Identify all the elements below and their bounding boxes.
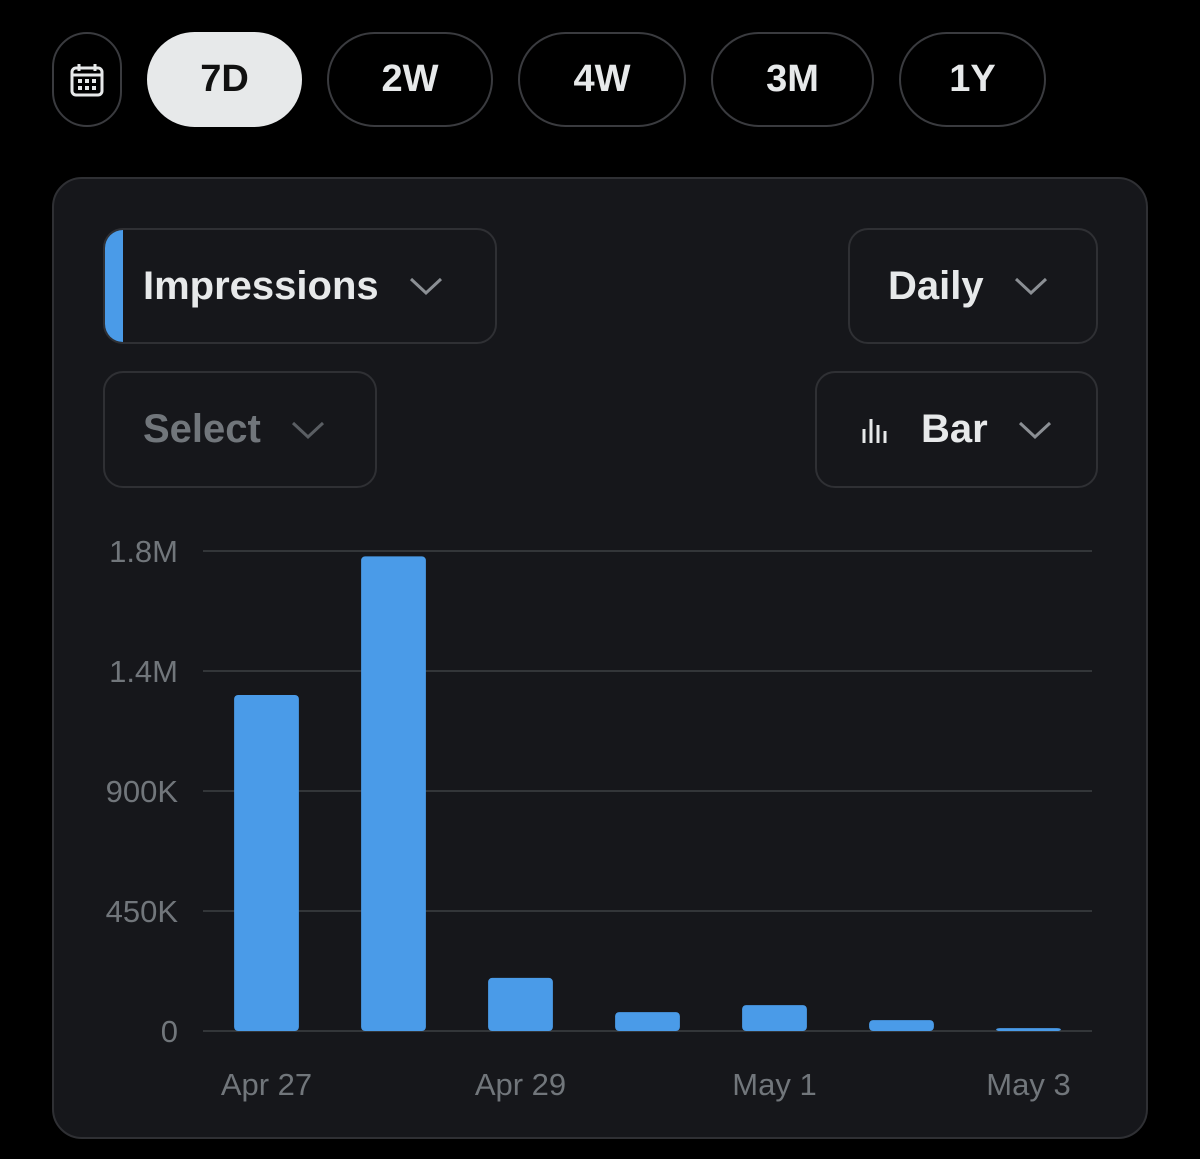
- bar: [361, 556, 426, 1031]
- chevron: [409, 277, 442, 296]
- range-tab[interactable]: 7D: [147, 32, 302, 127]
- bar: [234, 695, 299, 1031]
- range-tab[interactable]: 4W: [518, 32, 686, 127]
- chevron: [1014, 277, 1047, 296]
- bar: [742, 1005, 807, 1031]
- bar: [869, 1020, 934, 1031]
- y-tick-label: 900K: [106, 774, 179, 809]
- metric-dropdown[interactable]: Impressions: [103, 228, 497, 344]
- bar-icon: [862, 418, 887, 443]
- y-tick-label: 1.4M: [109, 654, 178, 689]
- chart-style-label: Bar: [921, 407, 988, 451]
- bar: [488, 977, 553, 1031]
- y-tick-label: 1.8M: [109, 534, 178, 569]
- compare-label: Select: [143, 407, 261, 451]
- x-tick-label: May 1: [732, 1067, 816, 1102]
- y-tick-label: 0: [161, 1014, 178, 1049]
- interval-dropdown[interactable]: Daily: [848, 228, 1098, 344]
- chart-style-dropdown[interactable]: Bar: [815, 371, 1098, 488]
- chevron: [291, 421, 324, 439]
- range-tab[interactable]: 2W: [327, 32, 493, 127]
- metric-label: Impressions: [143, 263, 379, 308]
- calendar-button[interactable]: [52, 32, 122, 127]
- calendar-icon: [70, 63, 104, 96]
- range-tab[interactable]: 1Y: [899, 32, 1046, 127]
- metric-color: [105, 230, 123, 342]
- interval-label: Daily: [888, 263, 984, 308]
- y-tick-label: 450K: [106, 894, 179, 929]
- chevron: [1018, 421, 1051, 439]
- bar: [615, 1012, 680, 1031]
- x-tick-label: May 3: [986, 1067, 1070, 1102]
- x-tick-label: Apr 27: [221, 1067, 312, 1102]
- bar: [996, 1028, 1061, 1031]
- x-tick-label: Apr 29: [475, 1067, 566, 1102]
- range-tab[interactable]: 3M: [711, 32, 874, 127]
- compare-dropdown[interactable]: Select: [103, 371, 377, 488]
